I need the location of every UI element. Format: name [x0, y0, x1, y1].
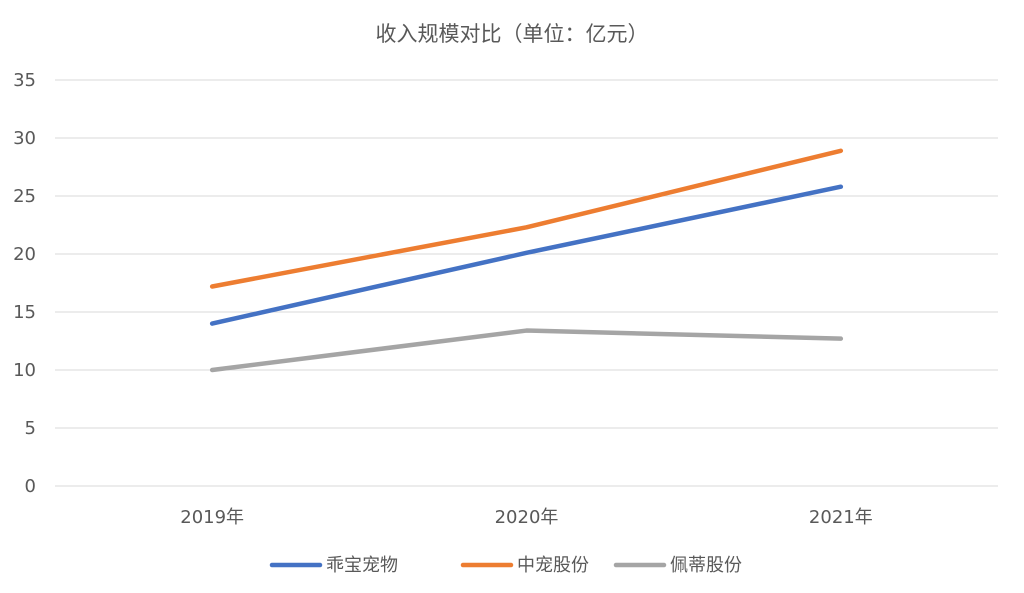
gridlines — [55, 79, 998, 487]
chart-title: 收入规模对比（单位：亿元） — [376, 22, 649, 46]
x-tick-label: 2020年 — [495, 507, 559, 528]
y-tick-label: 30 — [13, 128, 36, 149]
y-tick-label: 0 — [25, 476, 36, 497]
legend-label: 中宠股份 — [517, 555, 589, 576]
x-tick-label: 2019年 — [180, 507, 244, 528]
y-tick-label: 35 — [13, 70, 36, 91]
series-line-1 — [209, 184, 844, 326]
y-tick-label: 5 — [25, 418, 36, 439]
legend-label: 乖宝宠物 — [326, 555, 398, 576]
y-tick-label: 20 — [13, 244, 36, 265]
x-axis-ticks: 2019年 2020年 2021年 — [180, 507, 872, 528]
series-lines — [209, 148, 844, 373]
legend-label: 佩蒂股份 — [670, 555, 742, 576]
series-line-2 — [209, 148, 844, 289]
x-tick-label: 2021年 — [809, 507, 873, 528]
y-tick-label: 10 — [13, 360, 36, 381]
legend: 乖宝宠物 中宠股份 佩蒂股份 — [269, 555, 742, 576]
y-axis-ticks: 0 5 10 15 20 25 30 35 — [13, 70, 36, 497]
series-line-3 — [209, 328, 844, 373]
y-tick-label: 25 — [13, 186, 36, 207]
y-tick-label: 15 — [13, 302, 36, 323]
